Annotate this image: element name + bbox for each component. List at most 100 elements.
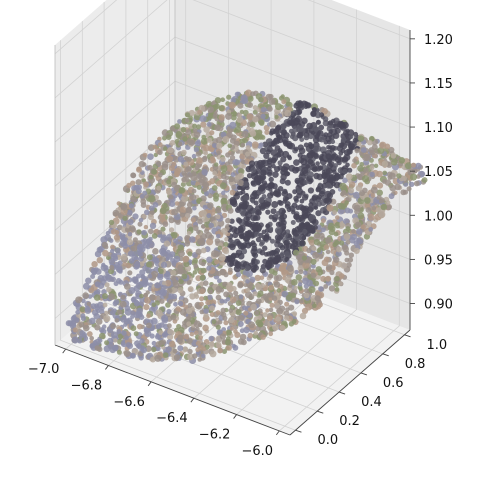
scatter-point bbox=[307, 206, 314, 213]
scatter-point bbox=[207, 202, 214, 209]
scatter-point bbox=[218, 253, 226, 261]
scatter-point bbox=[332, 210, 337, 215]
scatter-point bbox=[231, 201, 238, 208]
scatter-point bbox=[252, 252, 259, 258]
scatter-point bbox=[419, 171, 426, 177]
scatter-point bbox=[371, 144, 378, 151]
scatter-point bbox=[142, 162, 147, 167]
scatter-point bbox=[116, 201, 122, 206]
scatter-point bbox=[177, 264, 184, 271]
scatter-point bbox=[340, 148, 346, 154]
scatter-point bbox=[152, 144, 158, 150]
y-tick-label: 0.0 bbox=[317, 433, 338, 448]
scatter-point bbox=[247, 95, 254, 102]
scatter-point bbox=[84, 307, 92, 314]
scatter-point bbox=[220, 307, 226, 313]
x-tick-mark bbox=[105, 365, 109, 370]
scatter-point bbox=[248, 293, 255, 300]
scatter-point bbox=[104, 340, 110, 346]
scatter-point bbox=[261, 229, 267, 235]
scatter-point bbox=[146, 313, 151, 319]
scatter-point bbox=[311, 246, 317, 252]
scatter-point bbox=[333, 231, 339, 237]
scatter-point bbox=[363, 167, 369, 173]
scatter-point bbox=[242, 195, 249, 201]
scatter-point bbox=[348, 252, 354, 258]
scatter-point bbox=[190, 179, 197, 186]
scatter-point bbox=[281, 268, 288, 275]
scatter-point bbox=[195, 340, 201, 346]
scatter-point bbox=[141, 281, 148, 288]
scatter-point bbox=[326, 204, 334, 212]
scatter-point bbox=[356, 174, 363, 181]
scatter-point bbox=[276, 152, 282, 158]
scatter-point bbox=[151, 233, 158, 239]
scatter-point bbox=[316, 248, 322, 253]
scatter-point bbox=[125, 262, 132, 269]
scatter-point bbox=[171, 232, 178, 239]
scatter-point bbox=[230, 172, 236, 178]
scatter-point bbox=[186, 156, 192, 162]
scatter-point bbox=[314, 295, 321, 302]
scatter-point bbox=[247, 102, 253, 108]
scatter-point bbox=[160, 261, 168, 268]
scatter-point bbox=[169, 251, 176, 258]
scatter-point bbox=[152, 256, 159, 263]
scatter-point bbox=[287, 155, 293, 161]
scatter-point bbox=[216, 233, 221, 239]
scatter-point bbox=[145, 290, 150, 295]
scatter-point bbox=[265, 308, 270, 313]
scatter-point bbox=[125, 342, 132, 348]
scatter-point bbox=[135, 179, 142, 186]
scatter-point bbox=[260, 169, 267, 176]
scatter-point bbox=[348, 143, 356, 151]
scatter-point bbox=[214, 162, 219, 167]
scatter-point bbox=[277, 186, 284, 192]
scatter-point bbox=[85, 277, 92, 284]
scatter-point bbox=[275, 221, 282, 228]
scatter-point bbox=[327, 157, 332, 163]
z-tick-label: 0.90 bbox=[424, 298, 453, 313]
y-grid-line bbox=[60, 40, 296, 431]
scatter-point bbox=[176, 324, 182, 329]
scatter-point bbox=[130, 244, 138, 252]
scatter-point bbox=[241, 164, 246, 169]
scatter-point bbox=[370, 186, 378, 194]
scatter-point bbox=[296, 193, 302, 199]
scatter-point bbox=[398, 157, 406, 164]
scatter-point bbox=[350, 233, 357, 241]
scatter-point bbox=[347, 148, 353, 155]
scatter-point bbox=[101, 241, 108, 248]
scatter-point bbox=[201, 134, 207, 140]
scatter-point bbox=[269, 191, 275, 197]
scatter-point bbox=[144, 330, 152, 337]
scatter-point bbox=[347, 167, 353, 173]
scatter-point bbox=[301, 209, 309, 217]
scatter-point bbox=[254, 231, 260, 237]
scatter-point bbox=[183, 304, 189, 310]
scatter-point bbox=[307, 224, 313, 230]
scatter-point bbox=[264, 232, 270, 238]
scatter-point bbox=[321, 218, 326, 224]
scatter-point bbox=[282, 188, 288, 194]
scatter-point bbox=[135, 343, 142, 349]
scatter-point bbox=[99, 332, 106, 340]
scatter-point bbox=[168, 293, 175, 300]
scatter-point bbox=[245, 287, 250, 293]
scatter-point bbox=[334, 240, 340, 246]
scatter-point bbox=[351, 162, 357, 169]
scatter-point bbox=[229, 137, 236, 144]
scatter-point bbox=[313, 238, 321, 246]
scatter-point bbox=[277, 160, 283, 166]
scatter-point bbox=[113, 234, 120, 241]
scatter-point bbox=[267, 273, 273, 279]
z-tick-label: 1.10 bbox=[424, 121, 453, 136]
scatter-point bbox=[379, 141, 387, 149]
scatter-point bbox=[167, 147, 174, 154]
scatter-point bbox=[365, 207, 372, 213]
scatter-point bbox=[268, 176, 274, 183]
scatter-point bbox=[185, 212, 191, 219]
scatter-point bbox=[317, 182, 323, 187]
scatter-point bbox=[220, 156, 226, 162]
scatter-point bbox=[267, 182, 275, 190]
